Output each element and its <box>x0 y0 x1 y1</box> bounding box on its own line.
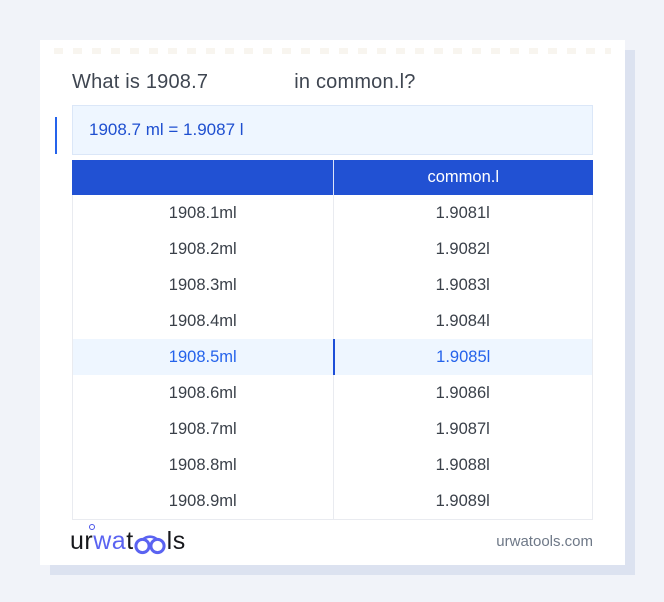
urwatools-logo[interactable]: ur wa t ls <box>70 524 186 556</box>
cell-l[interactable]: 1.9089l <box>332 483 593 519</box>
table-row[interactable]: 1908.1ml 1.9081l <box>73 195 592 231</box>
table-row-highlighted[interactable]: 1908.5ml 1.9085l <box>73 339 592 375</box>
table-header-common-l: common.l <box>332 160 594 195</box>
converter-card: What is 1908.7 in common.l? 1908.7 ml = 1… <box>40 40 625 565</box>
table-row[interactable]: 1908.6ml 1.9086l <box>73 375 592 411</box>
cell-l[interactable]: 1.9083l <box>332 267 593 303</box>
table-header-ml <box>72 160 333 195</box>
cell-l[interactable]: 1.9088l <box>332 447 593 483</box>
cell-ml[interactable]: 1908.8ml <box>168 455 237 474</box>
cell-ml[interactable]: 1908.3ml <box>168 275 237 294</box>
cell-ml[interactable]: 1908.1ml <box>168 203 237 222</box>
logo-text-ls: ls <box>166 527 186 555</box>
conversion-table: common.l 1908.1ml 1.9081l 1908.2ml 1.908… <box>72 160 593 520</box>
table-row[interactable]: 1908.7ml 1.9087l <box>73 411 592 447</box>
cell-l[interactable]: 1.9086l <box>332 375 593 411</box>
cell-ml[interactable]: 1908.9ml <box>168 491 237 510</box>
logo-glasses-icon <box>134 535 166 555</box>
cell-l[interactable]: 1.9081l <box>332 195 593 231</box>
table-row[interactable]: 1908.2ml 1.9082l <box>73 231 592 267</box>
table-row[interactable]: 1908.3ml 1.9083l <box>73 267 592 303</box>
cell-l[interactable]: 1.9085l <box>332 339 593 375</box>
cell-ml[interactable]: 1908.4ml <box>168 311 237 330</box>
page-title: What is 1908.7 in common.l? <box>72 40 593 94</box>
conversion-result-text: 1908.7 ml = 1.9087 l <box>89 120 244 139</box>
cell-l[interactable]: 1.9082l <box>332 231 593 267</box>
site-domain-text: urwatools.com <box>496 533 593 550</box>
logo-text-wa: wa <box>89 524 126 556</box>
cell-ml[interactable]: 1908.6ml <box>168 383 237 402</box>
cell-ml[interactable]: 1908.5ml <box>168 347 237 366</box>
table-row[interactable]: 1908.8ml 1.9088l <box>73 447 592 483</box>
logo-ring-icon <box>89 524 96 530</box>
logo-text-ur: ur <box>70 527 94 555</box>
card-top-dashed-line <box>54 48 611 54</box>
conversion-result-box: 1908.7 ml = 1.9087 l <box>72 105 593 155</box>
accent-caret-line <box>55 117 57 154</box>
question-suffix: in common.l? <box>294 71 416 93</box>
table-body: 1908.1ml 1.9081l 1908.2ml 1.9082l 1908.3… <box>72 195 593 520</box>
table-row[interactable]: 1908.9ml 1.9089l <box>73 483 592 519</box>
table-header-row: common.l <box>72 160 593 195</box>
logo-text-t: t <box>126 527 134 555</box>
table-row[interactable]: 1908.4ml 1.9084l <box>73 303 592 339</box>
cell-l[interactable]: 1.9087l <box>332 411 593 447</box>
cell-ml[interactable]: 1908.2ml <box>168 239 237 258</box>
cell-ml[interactable]: 1908.7ml <box>168 419 237 438</box>
question-prefix: What is 1908.7 <box>72 71 209 93</box>
cell-l[interactable]: 1.9084l <box>332 303 593 339</box>
card-footer: ur wa t ls urwatools.com <box>40 522 625 565</box>
